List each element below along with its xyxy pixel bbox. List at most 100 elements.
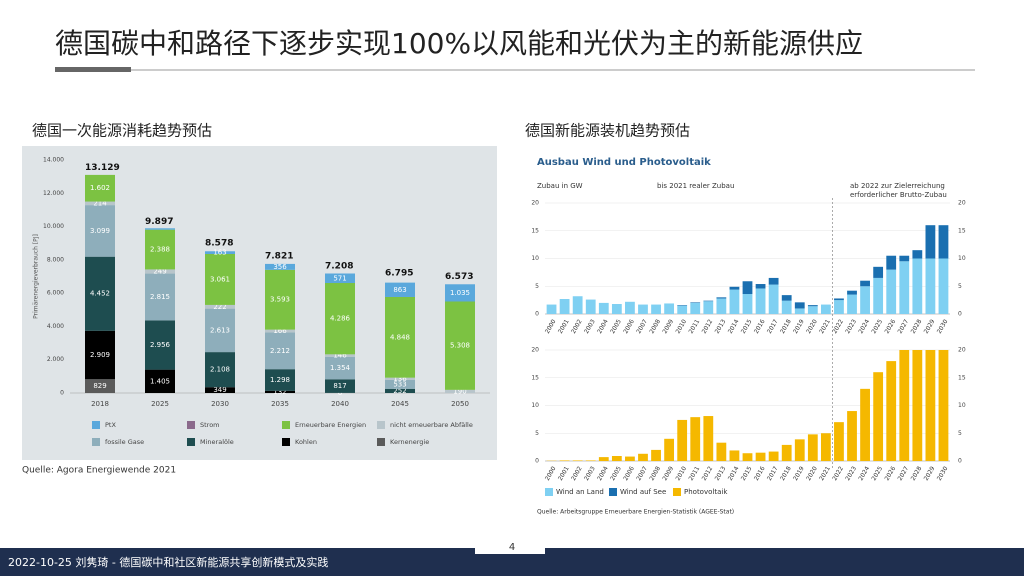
legend-swatch — [92, 421, 100, 429]
y2-tick-label: 5 — [958, 283, 962, 290]
data-label: 2.956 — [150, 341, 171, 349]
y-tick-label: 10 — [531, 402, 539, 409]
legend-label: Photovoltaik — [684, 488, 728, 496]
y2-tick-label: 15 — [958, 374, 966, 381]
bar-segment — [145, 320, 175, 370]
bar-segment — [834, 422, 844, 461]
bar-segment — [325, 354, 355, 357]
y2-tick-label: 10 — [958, 255, 966, 262]
bar-segment — [325, 356, 355, 380]
data-label: 214 — [93, 199, 107, 207]
bar-segment — [651, 449, 661, 461]
bar-segment — [559, 299, 570, 314]
legend-swatch — [92, 438, 100, 446]
legend-swatch — [282, 421, 290, 429]
data-label: 190 — [453, 387, 466, 395]
data-label: 571 — [333, 274, 346, 282]
bar-segment — [385, 282, 415, 297]
data-label: 1.602 — [90, 184, 110, 192]
data-label: 136 — [393, 375, 407, 383]
bar-segment — [899, 350, 910, 461]
bar-segment — [265, 332, 295, 370]
legend-swatch — [673, 488, 681, 496]
y-tick-label: 8.000 — [47, 256, 64, 263]
bar-segment — [755, 284, 766, 289]
bar-segment — [205, 352, 235, 388]
bar-segment — [611, 456, 622, 461]
legend-swatch — [545, 488, 553, 496]
bar-segment — [664, 303, 675, 314]
legend-label: Strom — [200, 421, 220, 429]
bar-segment — [768, 451, 779, 461]
legend-swatch — [609, 488, 617, 496]
bar-segment — [716, 442, 727, 461]
bar-segment — [325, 283, 355, 355]
bar-segment — [585, 460, 596, 461]
y-tick-label: 2.000 — [47, 356, 64, 363]
legend-swatch — [187, 421, 195, 429]
bar-segment — [912, 258, 923, 314]
data-label: 863 — [393, 286, 406, 294]
source: Quelle: Agora Energiewende 2021 — [22, 466, 176, 476]
bar-segment — [755, 452, 766, 461]
legend-label: Kohlen — [295, 438, 317, 446]
bar-segment — [85, 330, 115, 380]
data-label: 5.308 — [450, 342, 470, 350]
bar-segment — [860, 286, 870, 314]
bar-segment — [677, 305, 688, 314]
annotation: bis 2021 realer Zubau — [657, 182, 734, 190]
bar-segment — [265, 369, 295, 391]
bar-segment — [742, 281, 753, 295]
bar-segment — [85, 256, 115, 331]
y-tick-label: 10.000 — [43, 223, 64, 230]
data-label: 252 — [393, 387, 406, 395]
slide-title: 德国碳中和路径下逐步实现100%以风能和光伏为主的新能源供应 — [55, 27, 863, 60]
bar-segment — [886, 255, 897, 270]
y-tick-label: 10 — [531, 255, 539, 262]
bar-segment — [572, 460, 583, 461]
footer-text: 2022-10-25 刘隽琦 - 德国碳中和社区新能源共享创新模式及实践 — [8, 555, 328, 569]
bar-segment — [598, 457, 609, 461]
bar-segment — [145, 229, 175, 270]
bar-segment — [638, 453, 648, 461]
bar-segment — [807, 305, 818, 307]
bar-segment — [781, 295, 792, 301]
data-label: 2.108 — [210, 366, 230, 374]
y2-tick-label: 0 — [958, 311, 962, 318]
total-label: 8.578 — [205, 239, 233, 249]
legend-swatch — [187, 438, 195, 446]
x-tick-label: 2030 — [211, 400, 229, 408]
data-label: 1.035 — [450, 289, 470, 297]
bar-segment — [205, 253, 235, 305]
bar-segment — [625, 456, 635, 461]
data-label: 829 — [93, 382, 106, 390]
total-label: 13.129 — [85, 163, 120, 173]
y-tick-label: 0 — [60, 390, 64, 397]
bar-segment — [925, 350, 936, 461]
data-label: 146 — [333, 352, 347, 360]
bar-segment — [873, 266, 884, 278]
page-tab — [475, 540, 545, 554]
bar-segment — [690, 302, 701, 303]
bar-segment — [768, 284, 779, 314]
bar-segment — [325, 273, 355, 284]
bar-segment — [205, 387, 235, 393]
y-tick-label: 5 — [535, 283, 539, 290]
bar-segment — [755, 288, 766, 314]
data-label: 533 — [393, 380, 406, 388]
bar-segment — [834, 300, 844, 314]
data-label: 2.388 — [150, 246, 170, 254]
bar-segment — [807, 434, 818, 461]
total-label: 6.795 — [385, 268, 413, 278]
data-label: 3.099 — [90, 227, 110, 235]
x-tick-label: 2018 — [91, 400, 109, 408]
bar-segment — [834, 298, 844, 301]
legend-label: nicht erneuerbare Abfälle — [390, 421, 473, 429]
bar-segment — [912, 250, 923, 259]
bar-segment — [860, 280, 870, 287]
bar-segment — [205, 304, 235, 309]
legend-label: PtX — [105, 421, 116, 429]
bar-segment — [445, 389, 475, 393]
y-tick-label: 5 — [535, 430, 539, 437]
